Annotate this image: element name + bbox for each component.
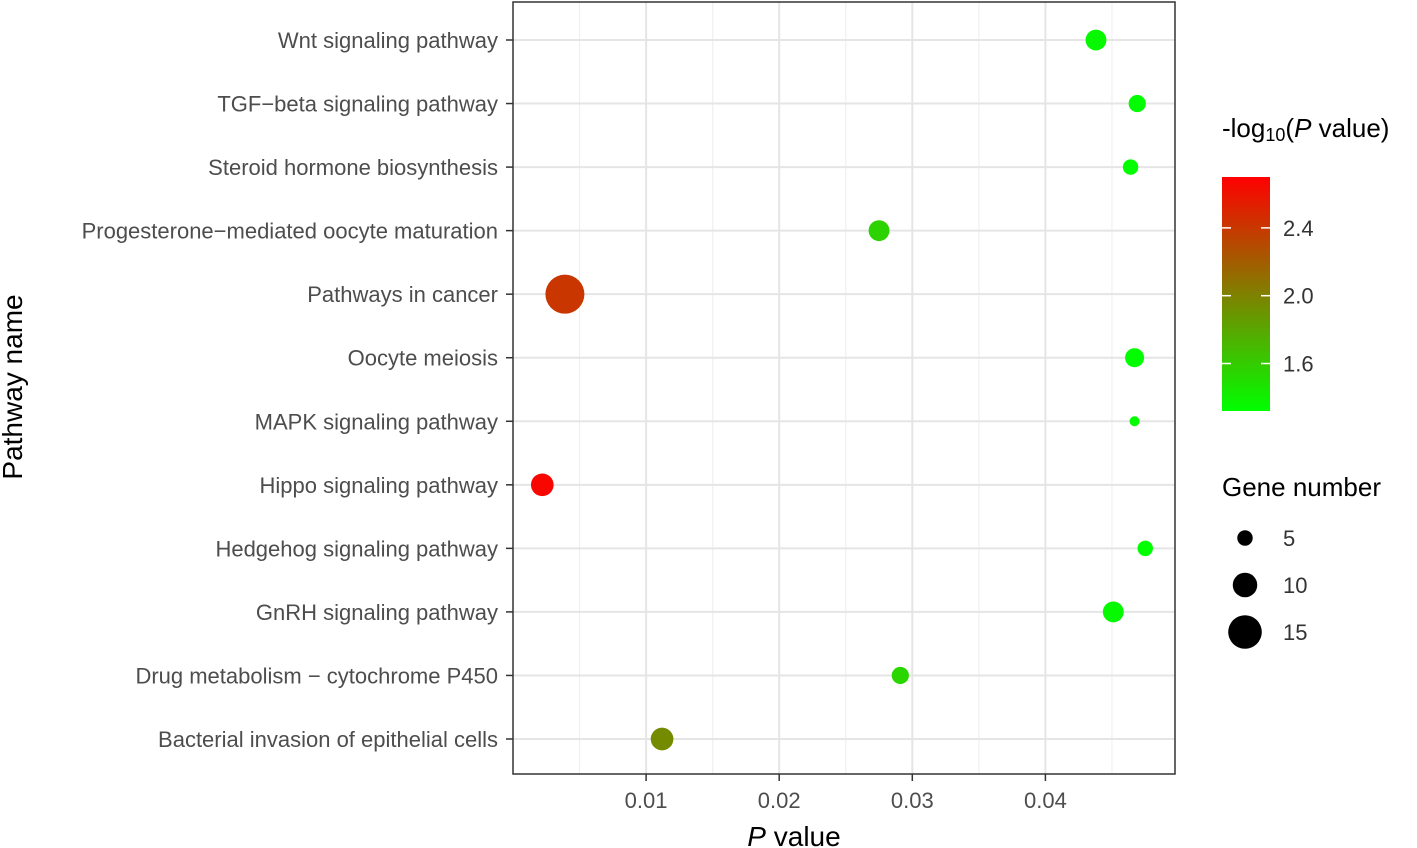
color-bar-tick-label: 2.0 <box>1283 284 1314 309</box>
color-legend-title-suffix: value) <box>1311 113 1389 143</box>
color-bar-tick-label: 2.4 <box>1283 216 1314 241</box>
data-point <box>1085 29 1107 51</box>
color-bar-ticks: 1.6 2.0 2.4 <box>1222 216 1314 377</box>
size-legend-label: 5 <box>1283 526 1295 551</box>
x-tick-label: 0.04 <box>1024 788 1067 813</box>
color-legend-title-subscript: 10 <box>1265 125 1285 145</box>
color-legend: -log10(P value) 1.6 2.0 2.4 <box>1222 113 1389 411</box>
y-tick-label: Wnt signaling pathway <box>278 28 498 53</box>
color-legend-title: -log10(P value) <box>1222 113 1389 145</box>
data-point <box>1125 348 1145 368</box>
size-legend-circle <box>1237 530 1253 546</box>
data-point <box>1137 540 1153 557</box>
color-bar <box>1222 177 1270 411</box>
x-tick-label: 0.03 <box>891 788 934 813</box>
color-legend-title-italic: P <box>1294 113 1312 143</box>
size-legend-circle <box>1232 572 1258 598</box>
y-tick-label: Drug metabolism − cytochrome P450 <box>135 663 498 688</box>
data-point <box>1122 159 1139 175</box>
data-points <box>530 29 1153 751</box>
data-point <box>868 220 890 242</box>
x-tick-label: 0.02 <box>758 788 801 813</box>
y-tick-label: Pathways in cancer <box>307 282 498 307</box>
y-tick-label: Bacterial invasion of epithelial cells <box>158 727 498 752</box>
data-point <box>530 473 554 497</box>
data-point <box>1102 601 1124 623</box>
data-point <box>1129 416 1140 427</box>
color-bar-tick-label: 1.6 <box>1283 352 1314 377</box>
data-point <box>891 666 909 685</box>
x-axis-title-italic: P <box>747 821 766 848</box>
grid-lines <box>513 2 1175 774</box>
x-axis-title-rest: value <box>766 821 841 848</box>
x-axis-title: P value <box>747 821 840 848</box>
plot-panel-border <box>512 1 1176 775</box>
y-tick-label: Hippo signaling pathway <box>260 473 499 498</box>
y-tick-label: Progesterone−mediated oocyte maturation <box>82 219 498 244</box>
color-legend-title-prefix: -log <box>1222 113 1265 143</box>
y-tick-label: TGF−beta signaling pathway <box>217 92 498 117</box>
size-legend-title: Gene number <box>1222 472 1381 502</box>
data-point <box>650 727 674 751</box>
y-axis: Wnt signaling pathway TGF−beta signaling … <box>82 28 513 752</box>
size-legend-items: 5 10 15 <box>1228 526 1307 649</box>
y-tick-label: Hedgehog signaling pathway <box>215 536 498 561</box>
y-tick-label: GnRH signaling pathway <box>256 600 498 625</box>
size-legend-label: 10 <box>1283 573 1307 598</box>
y-tick-label: MAPK signaling pathway <box>255 409 498 434</box>
y-axis-title: Pathway name <box>0 294 28 479</box>
y-tick-label: Steroid hormone biosynthesis <box>208 155 498 180</box>
color-legend-title-paren: ( <box>1285 113 1294 143</box>
y-tick-label: Oocyte meiosis <box>348 346 498 371</box>
x-tick-label: 0.01 <box>625 788 668 813</box>
size-legend: Gene number 5 10 15 <box>1222 472 1381 649</box>
data-point <box>545 274 585 314</box>
size-legend-label: 15 <box>1283 620 1307 645</box>
size-legend-circle <box>1228 615 1262 649</box>
data-point <box>1128 94 1146 113</box>
x-axis: 0.01 0.02 0.03 0.04 <box>625 774 1067 813</box>
